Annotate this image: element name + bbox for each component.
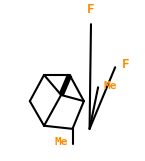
Text: F: F [87,4,95,16]
Text: Me: Me [54,137,68,147]
Text: Me: Me [104,81,117,91]
Text: F: F [122,58,130,71]
